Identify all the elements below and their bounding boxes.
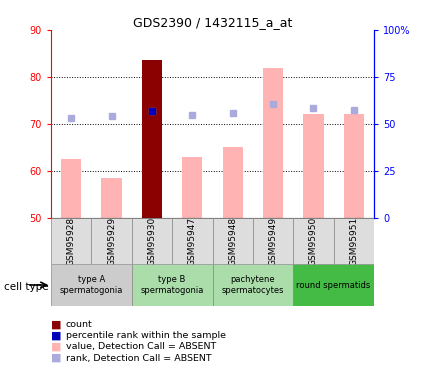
- Bar: [61, 159, 81, 218]
- Text: ■: ■: [51, 353, 62, 363]
- Text: cell type: cell type: [4, 282, 49, 292]
- Text: GSM95951: GSM95951: [349, 216, 358, 266]
- Text: ■: ■: [51, 331, 62, 340]
- Text: type A
spermatogonia: type A spermatogonia: [60, 275, 123, 295]
- Bar: [172, 217, 212, 264]
- Text: GSM95950: GSM95950: [309, 216, 318, 266]
- Text: count: count: [66, 320, 93, 329]
- Bar: [253, 217, 293, 264]
- Bar: [102, 178, 122, 218]
- Bar: [303, 114, 323, 218]
- Text: value, Detection Call = ABSENT: value, Detection Call = ABSENT: [66, 342, 216, 351]
- Bar: [51, 217, 91, 264]
- Bar: [293, 217, 334, 264]
- Bar: [293, 264, 374, 306]
- Bar: [132, 264, 212, 306]
- Bar: [212, 264, 293, 306]
- Text: ■: ■: [51, 342, 62, 352]
- Bar: [344, 114, 364, 218]
- Bar: [263, 68, 283, 218]
- Text: percentile rank within the sample: percentile rank within the sample: [66, 331, 226, 340]
- Bar: [132, 217, 172, 264]
- Bar: [91, 217, 132, 264]
- Text: round spermatids: round spermatids: [297, 280, 371, 290]
- Bar: [142, 60, 162, 217]
- Text: ■: ■: [51, 320, 62, 329]
- Text: type B
spermatogonia: type B spermatogonia: [140, 275, 204, 295]
- Text: GSM95947: GSM95947: [188, 216, 197, 266]
- Bar: [334, 217, 374, 264]
- Bar: [212, 217, 253, 264]
- Bar: [223, 147, 243, 218]
- Title: GDS2390 / 1432115_a_at: GDS2390 / 1432115_a_at: [133, 16, 292, 29]
- Text: GSM95949: GSM95949: [269, 216, 278, 266]
- Text: GSM95930: GSM95930: [147, 216, 156, 266]
- Text: GSM95928: GSM95928: [67, 216, 76, 266]
- Text: GSM95929: GSM95929: [107, 216, 116, 266]
- Text: rank, Detection Call = ABSENT: rank, Detection Call = ABSENT: [66, 354, 212, 363]
- Text: pachytene
spermatocytes: pachytene spermatocytes: [221, 275, 284, 295]
- Bar: [51, 264, 132, 306]
- Text: GSM95948: GSM95948: [228, 216, 237, 266]
- Bar: [182, 157, 202, 218]
